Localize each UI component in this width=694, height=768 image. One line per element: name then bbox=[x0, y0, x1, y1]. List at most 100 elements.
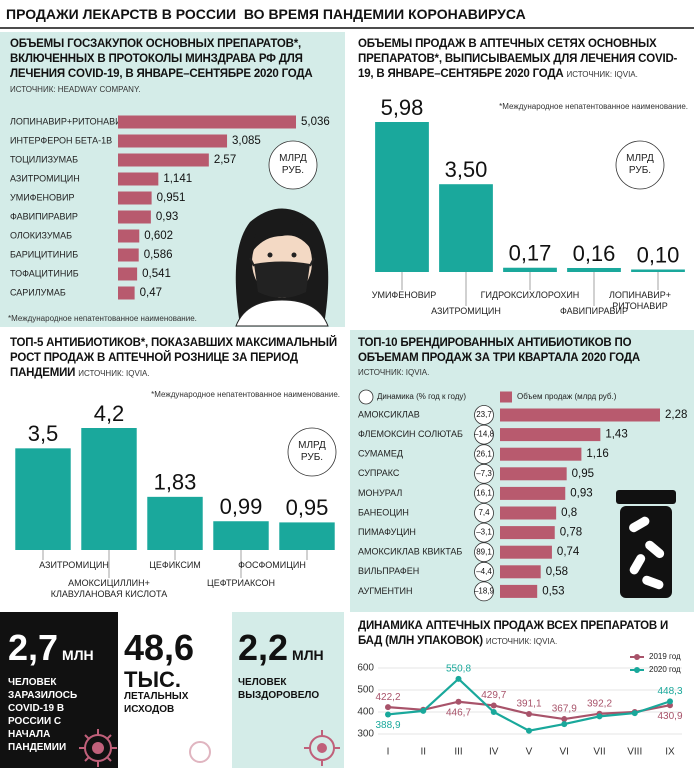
value-label: 388,9 bbox=[375, 720, 400, 731]
dynamics-marker bbox=[474, 542, 494, 563]
value-label: 446,7 bbox=[446, 707, 471, 718]
line-point bbox=[561, 721, 568, 728]
stat-figure: 48,6 ТЫС. bbox=[124, 628, 228, 692]
dynamics-label: –7,3 bbox=[476, 469, 492, 478]
bar bbox=[500, 486, 566, 500]
page-title: ПРОДАЖИ ЛЕКАРСТВ В РОССИИ ВО ВРЕМЯ ПАНДЕ… bbox=[6, 6, 526, 22]
dynamics-label: –14,8 bbox=[474, 430, 495, 439]
category-label: ФОСФОМИЦИН bbox=[238, 560, 306, 570]
category-label: АМОКСИКЛАВ bbox=[358, 409, 420, 419]
category-label: ЦЕФИКСИМ bbox=[149, 560, 201, 570]
legend-swatch bbox=[500, 391, 512, 403]
value-label: 1,83 bbox=[154, 470, 197, 495]
y-tick-label: 400 bbox=[357, 707, 374, 718]
bar bbox=[118, 286, 135, 300]
value-label: 0,74 bbox=[557, 546, 580, 558]
bar bbox=[500, 506, 557, 520]
category-label: ЛОПИНАВИР+ РИТОНАВИР bbox=[608, 290, 672, 311]
unit-badge bbox=[287, 427, 337, 477]
category-label: ФАВИПИРАВИР bbox=[10, 211, 78, 221]
line-point bbox=[420, 707, 427, 714]
value-label: 0,17 bbox=[509, 241, 552, 266]
category-label: ВИЛЬПРАФЕН bbox=[358, 566, 419, 576]
line-point bbox=[631, 710, 638, 717]
value-label: 0,586 bbox=[144, 249, 173, 261]
stat-text: ЧЕЛОВЕК ВЫЗДОРОВЕЛО bbox=[238, 677, 320, 701]
line-point bbox=[596, 713, 603, 720]
unit-label: МЛРД РУБ. bbox=[298, 440, 326, 463]
value-label: 0,99 bbox=[220, 494, 263, 519]
category-label: БАНЕОЦИН bbox=[358, 507, 409, 517]
category-label: САРИЛУМАБ bbox=[10, 287, 66, 297]
category-label: ТОЦИЛИЗУМАБ bbox=[10, 154, 78, 164]
category-label: ФЛЕМОКСИН СОЛЮТАБ bbox=[358, 429, 463, 439]
stat-figure: 2,7 МЛН bbox=[8, 628, 112, 668]
footnote: *Международное непатентованное наименова… bbox=[499, 102, 688, 111]
category-label: ИНТЕРФЕРОН БЕТА-1В bbox=[10, 135, 112, 145]
pill-jar-illustration bbox=[616, 490, 676, 598]
value-label: 0,16 bbox=[573, 241, 616, 266]
chart-source: ИСТОЧНИК: HEADWAY COMPANY. bbox=[10, 85, 141, 94]
legend-swatch bbox=[358, 389, 374, 405]
value-label: 429,7 bbox=[481, 690, 506, 701]
legend-swatch bbox=[634, 654, 640, 660]
bar bbox=[375, 122, 429, 272]
value-label: 0,78 bbox=[560, 527, 582, 539]
line-point bbox=[385, 711, 391, 718]
x-tick-label: IV bbox=[489, 747, 499, 758]
stat-unit: ТЫС. bbox=[124, 667, 181, 692]
category-label: ФАВИПИРАВИР bbox=[560, 306, 628, 316]
value-label: 0,951 bbox=[157, 192, 186, 204]
chart-source: ИСТОЧНИК: IQVIA. bbox=[485, 637, 558, 646]
bar bbox=[500, 526, 555, 540]
x-tick-label: VI bbox=[560, 747, 569, 758]
chart-title: ОБЪЕМЫ ГОСЗАКУПОК ОСНОВНЫХ ПРЕПАРАТОВ*, … bbox=[10, 38, 313, 80]
bar bbox=[500, 584, 538, 598]
value-label: 0,95 bbox=[572, 468, 594, 480]
value-label: 0,10 bbox=[637, 242, 680, 267]
line-point bbox=[455, 675, 462, 682]
stat-unit: МЛН bbox=[292, 647, 324, 663]
bar bbox=[500, 428, 601, 442]
legend-label: Динамика (% год к году) bbox=[377, 392, 466, 401]
bar bbox=[147, 496, 203, 550]
legend-label: 2020 год bbox=[649, 665, 681, 674]
value-label: 2,57 bbox=[214, 154, 236, 166]
category-label: ОЛОКИЗУМАБ bbox=[10, 230, 72, 240]
category-label: АЗИТРОМИЦИН bbox=[10, 173, 80, 183]
category-label: АМОКСИЦИЛЛИН+ КЛАВУЛАНОВАЯ КИСЛОТА bbox=[50, 578, 168, 599]
value-label: 5,98 bbox=[381, 95, 424, 120]
chart-source: ИСТОЧНИК: IQVIA. bbox=[78, 369, 150, 378]
footnote: *Международное непатентованное наименова… bbox=[8, 314, 197, 323]
dynamics-label: 89,1 bbox=[476, 547, 492, 556]
chart-heading: ОБЪЕМЫ ГОСЗАКУПОК ОСНОВНЫХ ПРЕПАРАТОВ*, … bbox=[10, 37, 340, 97]
value-label: 391,1 bbox=[516, 699, 541, 710]
y-tick-label: 600 bbox=[357, 663, 374, 674]
unit-badge bbox=[268, 140, 318, 190]
dynamics-label: –18,9 bbox=[474, 587, 495, 596]
x-tick-label: I bbox=[387, 747, 390, 758]
footnote: *Международное непатентованное наименова… bbox=[151, 390, 340, 399]
dynamics-marker bbox=[474, 581, 494, 602]
virus-illustration bbox=[79, 729, 340, 767]
stat-value: 48,6 bbox=[124, 627, 195, 668]
line-point bbox=[526, 710, 532, 717]
stat-value: 2,7 bbox=[8, 627, 59, 668]
category-label: СУПРАКС bbox=[358, 468, 400, 478]
bar bbox=[500, 467, 567, 481]
face-illustration bbox=[235, 208, 329, 327]
bar bbox=[279, 522, 335, 550]
x-tick-label: VIII bbox=[627, 747, 642, 758]
bar bbox=[118, 191, 152, 205]
bar bbox=[81, 428, 137, 550]
dynamics-marker bbox=[474, 463, 494, 484]
bar bbox=[118, 248, 139, 262]
chart-title: ДИНАМИКА АПТЕЧНЫХ ПРОДАЖ ВСЕХ ПРЕПАРАТОВ… bbox=[358, 620, 669, 647]
line-point bbox=[490, 702, 497, 709]
chart-source: ИСТОЧНИК: IQVIA. bbox=[358, 368, 430, 377]
bar bbox=[500, 408, 660, 422]
stat-background bbox=[232, 612, 344, 768]
bar bbox=[118, 172, 159, 186]
value-label: 3,5 bbox=[28, 421, 59, 446]
category-label: АЗИТРОМИЦИН bbox=[431, 306, 501, 316]
